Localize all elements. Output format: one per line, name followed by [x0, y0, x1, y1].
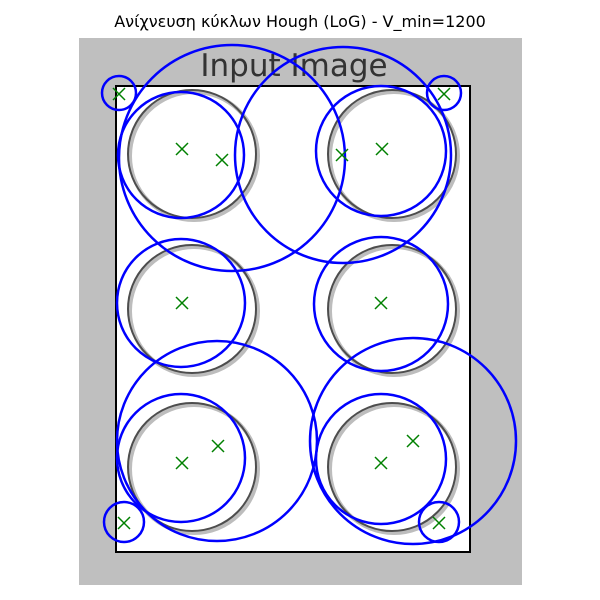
x-mark-icon: [215, 153, 229, 167]
x-mark-icon: [437, 87, 451, 101]
input-image-title: Input Image: [200, 48, 387, 84]
x-mark-icon: [112, 87, 126, 101]
detected-centers: [112, 87, 451, 530]
input-image: [79, 38, 522, 585]
detected-circle: [115, 392, 247, 524]
detected-circle: [314, 84, 448, 218]
detected-circle: [312, 235, 450, 373]
printed-ring: [327, 244, 460, 377]
detected-circle: [308, 336, 518, 546]
x-mark-icon: [175, 456, 189, 470]
x-mark-icon: [117, 516, 131, 530]
x-mark-icon: [175, 296, 189, 310]
printed-ring: [327, 402, 460, 535]
paper-sheet: [115, 85, 471, 553]
figure-title: Ανίχνευση κύκλων Hough (LoG) - V_min=120…: [114, 12, 486, 31]
x-mark-icon: [335, 148, 349, 162]
x-mark-icon: [406, 434, 420, 448]
detected-circle: [102, 500, 146, 544]
detected-circle: [115, 339, 319, 543]
x-mark-icon: [375, 142, 389, 156]
detected-circle: [233, 45, 453, 265]
x-mark-icon: [374, 296, 388, 310]
x-mark-icon: [211, 439, 225, 453]
printed-ring: [127, 244, 260, 377]
x-mark-icon: [374, 456, 388, 470]
detected-circle: [115, 237, 247, 369]
printed-ring: [327, 89, 460, 222]
x-mark-icon: [175, 142, 189, 156]
detected-circle: [314, 392, 448, 526]
printed-ring: [127, 402, 260, 535]
detected-circle: [425, 74, 463, 112]
detected-circle: [100, 74, 138, 112]
detected-circles: [100, 43, 518, 546]
detected-circle: [417, 500, 461, 544]
x-mark-icon: [432, 516, 446, 530]
